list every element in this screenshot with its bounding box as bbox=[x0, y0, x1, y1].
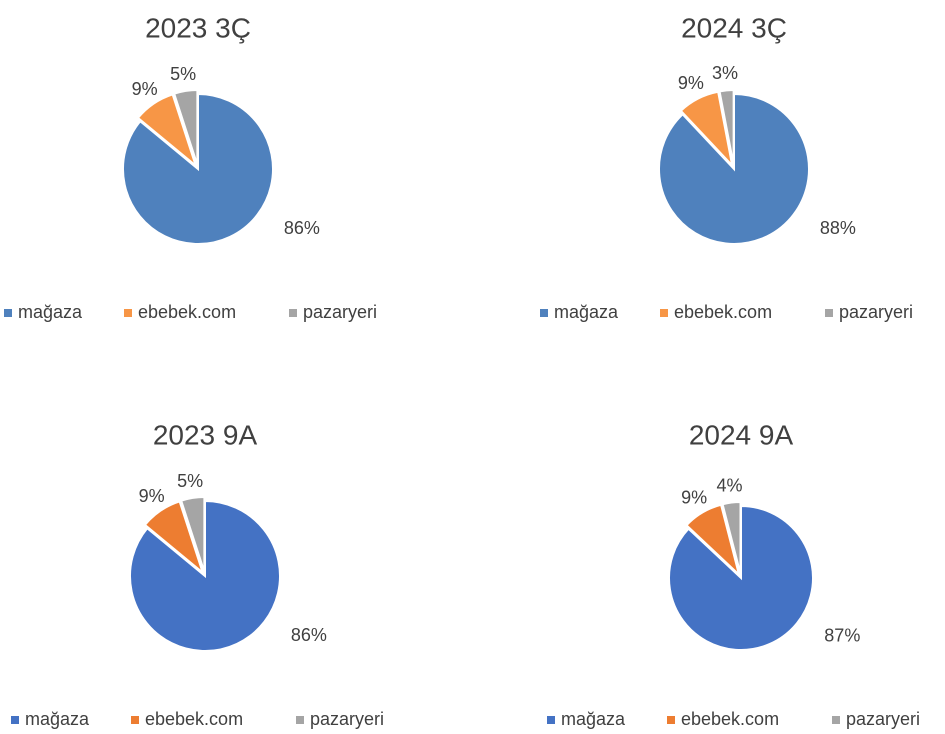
legend-label: mağaza bbox=[561, 709, 626, 729]
legend-label: mağaza bbox=[25, 709, 90, 729]
legend-marker bbox=[547, 716, 555, 724]
legend-label: mağaza bbox=[554, 302, 619, 322]
pie-slice bbox=[122, 92, 274, 245]
data-label: 5% bbox=[170, 64, 196, 84]
legend-marker bbox=[289, 309, 297, 317]
legend-marker bbox=[124, 309, 132, 317]
data-label: 86% bbox=[284, 218, 320, 238]
pie-chart: 2023 9A 86% 9% 5% mağaza ebebek.com pazaryeri bbox=[11, 419, 384, 729]
legend-marker bbox=[11, 716, 19, 724]
data-label: 87% bbox=[824, 625, 860, 645]
legend-label: pazaryeri bbox=[310, 709, 384, 729]
legend-marker bbox=[4, 309, 12, 317]
pie-slice bbox=[721, 501, 742, 575]
data-label: 5% bbox=[177, 471, 203, 491]
legend-marker bbox=[540, 309, 548, 317]
data-label: 3% bbox=[712, 63, 738, 83]
legend-marker bbox=[296, 716, 304, 724]
data-label: 9% bbox=[681, 488, 707, 508]
legend-label: pazaryeri bbox=[839, 302, 913, 322]
legend-label: ebebek.com bbox=[674, 302, 772, 322]
chart-title: 2024 3Ç bbox=[681, 12, 787, 43]
pie-chart: 2024 9A 87% 9% 4% mağaza ebebek.com pazaryeri bbox=[547, 419, 920, 729]
data-label: 9% bbox=[139, 486, 165, 506]
pie-slice bbox=[136, 93, 198, 169]
data-label: 86% bbox=[291, 625, 327, 645]
pie-slice bbox=[129, 499, 281, 652]
legend-label: ebebek.com bbox=[138, 302, 236, 322]
chart-title: 2023 3Ç bbox=[145, 12, 251, 43]
pie-chart: 2023 3Ç 86% 9% 5% mağaza ebebek.com pazaryeri bbox=[4, 12, 377, 322]
legend-label: pazaryeri bbox=[846, 709, 920, 729]
data-label: 4% bbox=[716, 475, 742, 495]
pie-chart: 2024 3Ç 88% 9% 3% mağaza ebebek.com pazaryeri bbox=[540, 12, 913, 322]
legend-marker bbox=[131, 716, 139, 724]
data-label: 88% bbox=[820, 218, 856, 238]
legend-marker bbox=[660, 309, 668, 317]
legend-label: ebebek.com bbox=[145, 709, 243, 729]
pie-slice bbox=[179, 496, 206, 573]
legend-label: ebebek.com bbox=[681, 709, 779, 729]
legend-label: pazaryeri bbox=[303, 302, 377, 322]
legend-label: mağaza bbox=[18, 302, 83, 322]
chart-title: 2023 9A bbox=[153, 419, 258, 450]
pie-slice bbox=[685, 503, 741, 578]
pie-slice bbox=[668, 504, 814, 651]
pie-slice bbox=[143, 500, 205, 576]
data-label: 9% bbox=[132, 79, 158, 99]
pie-slice bbox=[658, 92, 810, 245]
pie-slice bbox=[718, 89, 735, 166]
pie-slice bbox=[679, 90, 734, 169]
chart-title: 2024 9A bbox=[689, 419, 794, 450]
legend-marker bbox=[825, 309, 833, 317]
data-label: 9% bbox=[678, 73, 704, 93]
legend-marker bbox=[667, 716, 675, 724]
pie-slice bbox=[172, 89, 199, 166]
legend-marker bbox=[832, 716, 840, 724]
